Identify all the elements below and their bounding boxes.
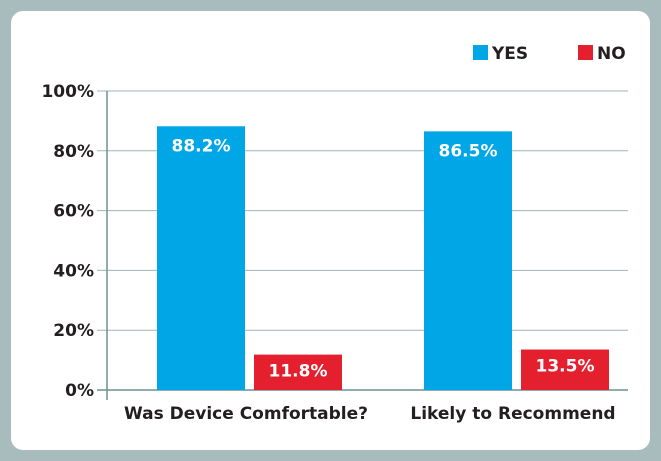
- data-label: 86.5%: [439, 141, 498, 161]
- data-label: 11.8%: [269, 362, 328, 382]
- legend: YES NO: [473, 44, 626, 64]
- category-label: Likely to Recommend: [410, 404, 615, 424]
- legend-label-yes: YES: [491, 44, 528, 64]
- y-tick-label: 60%: [53, 202, 94, 222]
- data-label: 88.2%: [172, 136, 231, 156]
- data-label-box: [521, 349, 609, 390]
- data-label-box: [254, 354, 342, 390]
- bar-yes-0: [157, 126, 245, 391]
- legend-swatch-yes: [473, 45, 488, 60]
- y-tick-label: 20%: [53, 321, 94, 341]
- y-tick-label: 0%: [65, 381, 94, 401]
- legend-swatch-no: [578, 45, 593, 60]
- y-tick-label: 100%: [41, 82, 94, 102]
- y-axis-ticks: 0% 20% 40% 60% 80% 100%: [41, 82, 94, 401]
- y-tick-label: 40%: [53, 261, 94, 281]
- data-label: 13.5%: [536, 357, 595, 377]
- legend-label-no: NO: [597, 44, 626, 64]
- y-tick-label: 80%: [53, 142, 94, 162]
- bar-yes-1: [424, 131, 512, 391]
- category-label: Was Device Comfortable?: [124, 404, 368, 424]
- category-labels: Was Device Comfortable? Likely to Recomme…: [124, 404, 616, 424]
- data-labels: 88.2% 11.8% 86.5% 13.5%: [172, 136, 609, 390]
